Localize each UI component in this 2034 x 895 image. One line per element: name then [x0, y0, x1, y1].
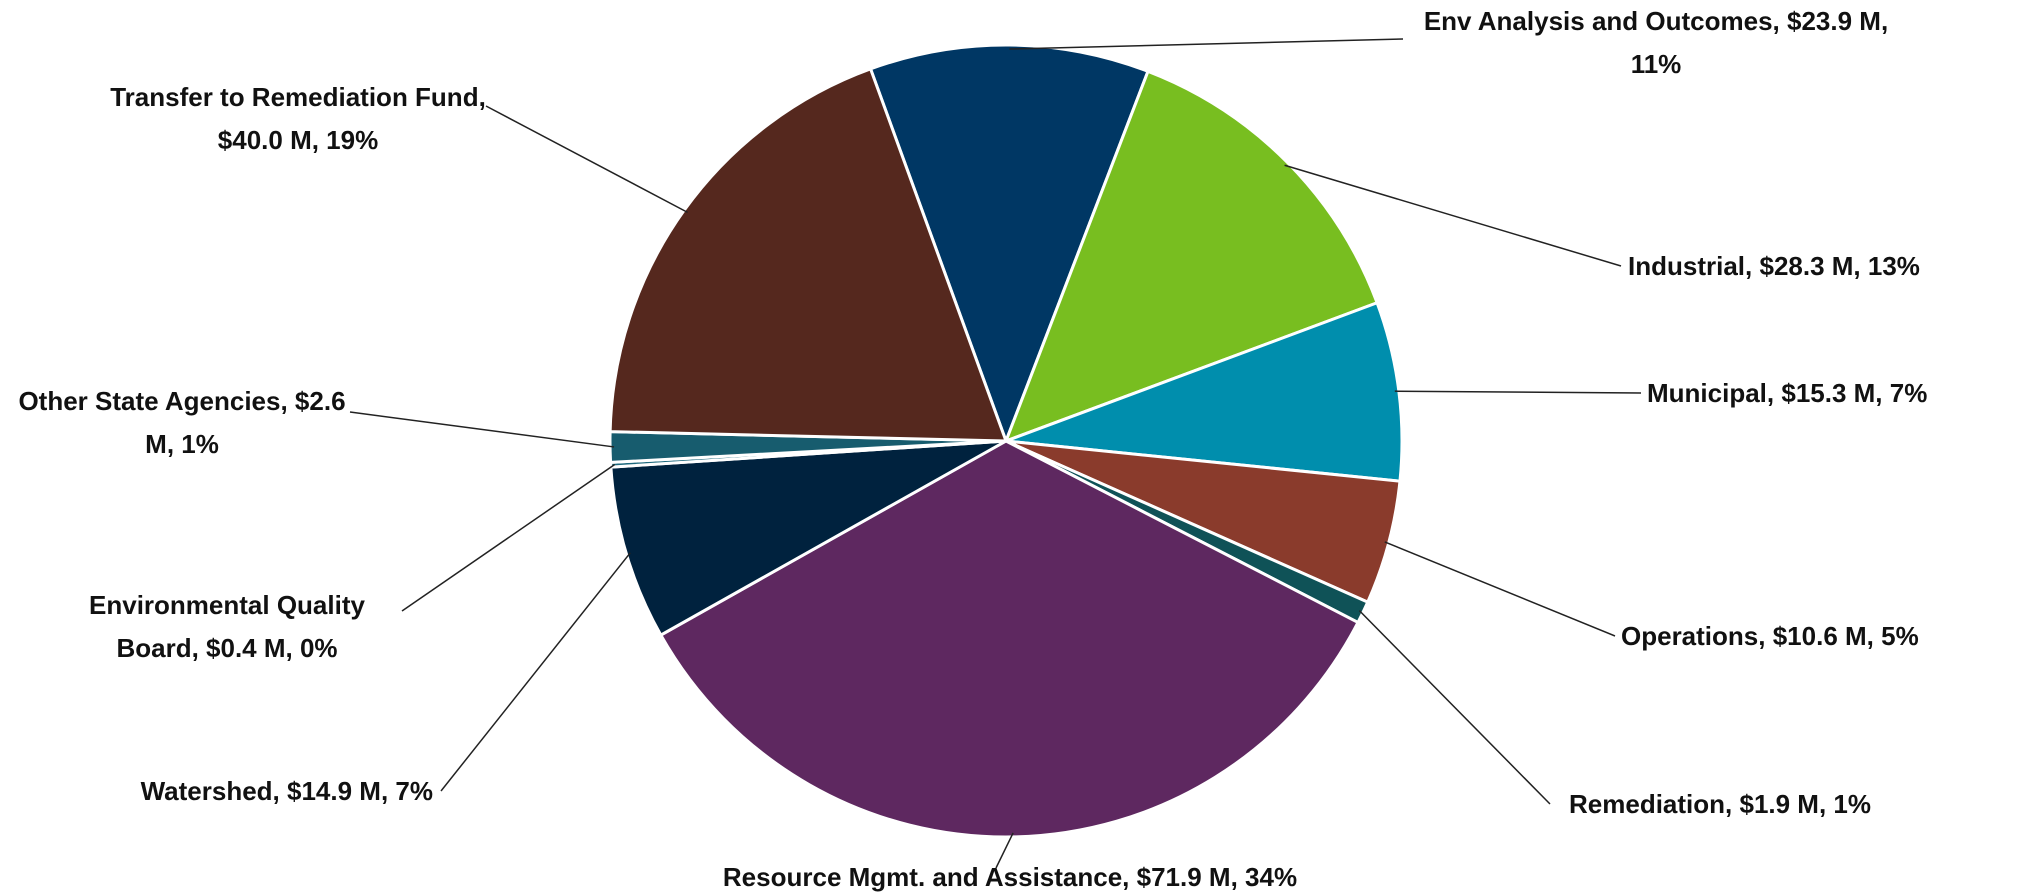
value-label: $0.4 M, 0%	[206, 633, 338, 663]
pie-slice	[868, 43, 1150, 446]
value-label: $10.6 M, 5%	[1772, 621, 1919, 651]
category-label: Operations,	[1621, 621, 1766, 651]
data-label: Other State Agencies, $2.6 M, 1%	[2, 380, 362, 466]
category-label: Municipal,	[1647, 378, 1775, 408]
value-label: $1.9 M, 1%	[1739, 789, 1871, 819]
category-label: Environmental Quality Board,	[89, 590, 365, 663]
data-label: Municipal, $15.3 M, 7%	[1647, 372, 1927, 415]
category-label: Transfer to Remediation Fund,	[110, 82, 486, 112]
category-label: Env Analysis and Outcomes,	[1423, 6, 1780, 36]
value-label: $71.9 M, 34%	[1136, 862, 1298, 892]
value-label: $2.6 M, 1%	[145, 386, 346, 459]
leader-line	[349, 411, 615, 448]
category-label: Other State Agencies,	[18, 386, 288, 416]
data-label: Operations, $10.6 M, 5%	[1621, 615, 1919, 658]
leader-line	[1358, 610, 1551, 805]
leader-line	[401, 463, 616, 612]
value-label: $40.0 M, 19%	[217, 125, 379, 155]
data-label: Industrial, $28.3 M, 13%	[1628, 245, 1920, 288]
data-label: Env Analysis and Outcomes, $23.9 M, 11%	[1421, 0, 1891, 86]
data-label: Watershed, $14.9 M, 7%	[141, 770, 433, 813]
data-label: Remediation, $1.9 M, 1%	[1569, 783, 1871, 826]
leader-line	[995, 832, 1014, 869]
leader-line	[1384, 541, 1616, 637]
category-label: Resource Mgmt. and Assistance,	[722, 862, 1130, 892]
leader-line	[440, 552, 631, 792]
category-label: Industrial,	[1628, 251, 1753, 281]
leader-line	[485, 105, 688, 214]
data-label: Resource Mgmt. and Assistance, $71.9 M, …	[560, 856, 1460, 895]
pie-slice	[658, 439, 1361, 839]
data-label: Transfer to Remediation Fund, $40.0 M, 1…	[93, 76, 503, 162]
value-label: $15.3 M, 7%	[1781, 378, 1928, 408]
category-label: Remediation,	[1569, 789, 1733, 819]
category-label: Watershed,	[140, 776, 280, 806]
leader-line	[1009, 38, 1404, 50]
pie-slice	[609, 439, 1007, 638]
leader-line	[1284, 164, 1622, 267]
value-label: $28.3 M, 13%	[1759, 251, 1920, 281]
leader-line	[1394, 390, 1642, 394]
value-label: $14.9 M, 7%	[287, 776, 433, 806]
pie-slice	[1003, 69, 1380, 444]
value-label: $23.9 M, 11%	[1630, 6, 1889, 79]
data-label: Environmental Quality Board, $0.4 M, 0%	[47, 584, 407, 670]
